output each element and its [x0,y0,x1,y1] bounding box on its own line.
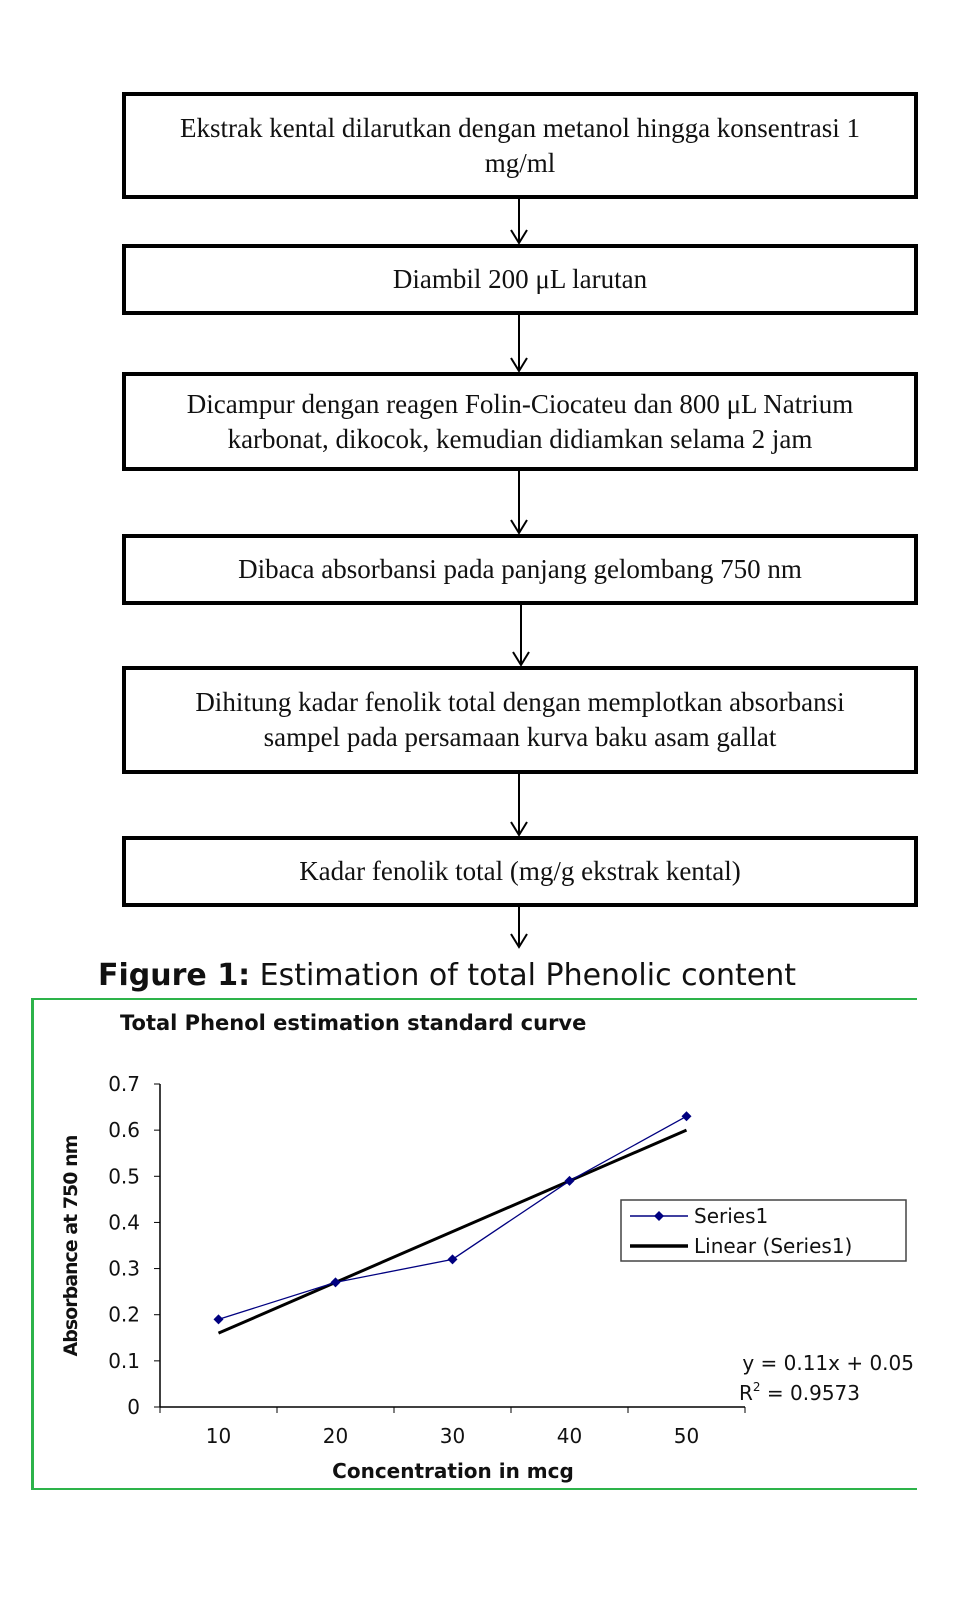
legend-box [620,1199,907,1262]
x-tick-label: 20 [323,1424,348,1448]
arrow-icon [510,199,528,245]
r2-label: R [739,1381,753,1405]
series1-line [218,1115,687,1320]
series1-point [681,1111,692,1122]
y-tick-label: 0.5 [108,1164,140,1188]
figure-caption: Figure 1: Estimation of total Phenolic c… [98,958,796,993]
x-axis-label: Concentration in mcg [332,1459,574,1483]
arrow-icon [512,605,530,667]
step-text: Diambil 200 μL larutan [392,264,648,294]
arrow-icon [510,774,528,837]
legend-series1-label: Series1 [694,1204,768,1228]
y-tick-label: 0.2 [108,1303,140,1327]
chart: Total Phenol estimation standard curve C… [60,1011,914,1483]
step-text: Kadar fenolik total (mg/g ekstrak kental… [299,856,741,886]
flow-step-1: Ekstrak kental dilarutkan dengan metanol… [122,92,918,199]
y-tick-label: 0 [127,1395,140,1419]
flow-step-3: Dicampur dengan reagen Folin-Ciocateu da… [122,372,918,471]
r2-sup: 2 [753,1380,761,1394]
y-tick-label: 0.1 [108,1349,140,1373]
flow-arrows [510,199,530,949]
series1-point [564,1175,575,1186]
chart-frame [31,998,917,1490]
series1-point [330,1277,341,1288]
series1-point [213,1314,224,1325]
flow-step-6: Kadar fenolik total (mg/g ekstrak kental… [122,836,918,907]
y-tick-label: 0.7 [108,1072,140,1096]
trend-equation: y = 0.11x + 0.05 [742,1351,914,1375]
flow-step-5: Dihitung kadar fenolik total dengan memp… [122,666,918,774]
figure-label: Figure 1: [98,958,251,993]
arrow-icon [510,315,528,373]
y-tick-label: 0.3 [108,1257,140,1281]
arrow-icon [510,471,528,535]
step-text: Dicampur dengan reagen Folin-Ciocateu da… [186,388,854,454]
figure-caption-text: Estimation of total Phenolic content [250,958,796,993]
step-text: Dihitung kadar fenolik total dengan memp… [195,687,845,752]
chart-title: Total Phenol estimation standard curve [120,1011,586,1035]
legend-linear-label: Linear (Series1) [694,1234,852,1258]
x-tick-label: 10 [206,1424,231,1448]
flow-step-2: Diambil 200 μL larutan [122,244,918,315]
arrow-icon [510,907,528,949]
flow-step-4: Dibaca absorbansi pada panjang gelombang… [122,534,918,605]
y-tick-label: 0.4 [108,1210,140,1234]
legend: Series1 Linear (Series1) [620,1199,907,1262]
r-squared: R2 = 0.9573 [739,1380,860,1405]
y-axis-label: Absorbance at 750 nm [60,1135,82,1356]
x-tick-label: 40 [557,1424,582,1448]
x-tick-label: 50 [674,1424,699,1448]
legend-diamond-icon [654,1211,664,1221]
x-tick-label: 30 [440,1424,465,1448]
r2-value: = 0.9573 [761,1381,860,1405]
step-text: Ekstrak kental dilarutkan dengan metanol… [179,112,861,178]
trendline [217,1128,688,1335]
series1-point [447,1254,458,1265]
y-tick-label: 0.6 [108,1118,140,1142]
step-text: Dibaca absorbansi pada panjang gelombang… [238,554,802,584]
